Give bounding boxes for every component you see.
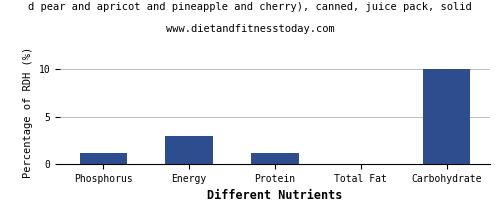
Text: d pear and apricot and pineapple and cherry), canned, juice pack, solid: d pear and apricot and pineapple and che… <box>28 2 472 12</box>
X-axis label: Different Nutrients: Different Nutrients <box>208 189 342 200</box>
Text: www.dietandfitnesstoday.com: www.dietandfitnesstoday.com <box>166 24 334 34</box>
Bar <box>423 69 470 164</box>
Bar <box>80 153 127 164</box>
Bar <box>252 153 298 164</box>
Y-axis label: Percentage of RDH (%): Percentage of RDH (%) <box>23 46 33 178</box>
Bar <box>166 136 212 164</box>
